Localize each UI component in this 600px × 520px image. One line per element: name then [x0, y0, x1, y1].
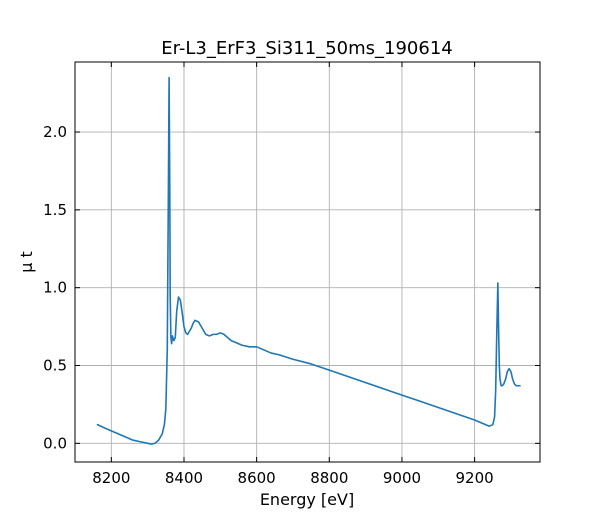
y-tick-label: 0.5 — [43, 357, 67, 375]
y-tick-label: 1.0 — [43, 279, 67, 297]
gridlines — [75, 62, 540, 462]
x-ticks: 8200 8400 8600 8800 9000 9200 — [92, 62, 494, 487]
x-tick-label: 8200 — [92, 469, 130, 487]
x-tick-label: 8400 — [165, 469, 203, 487]
x-tick-label: 9200 — [456, 469, 494, 487]
x-tick-label: 8600 — [238, 469, 276, 487]
y-tick-label: 1.5 — [43, 201, 67, 219]
plot-frame — [74, 61, 541, 463]
plot-area — [96, 76, 521, 445]
y-ticks: 0.0 0.5 1.0 1.5 2.0 — [43, 123, 540, 452]
y-tick-label: 2.0 — [43, 123, 67, 141]
y-axis-label: μ t — [17, 251, 36, 273]
y-tick-label: 0.0 — [43, 434, 67, 452]
chart-title: Er-L3_ErF3_Si311_50ms_190614 — [161, 38, 453, 59]
x-tick-label: 8800 — [310, 469, 348, 487]
x-tick-label: 9000 — [383, 469, 421, 487]
x-axis-label: Energy [eV] — [260, 490, 354, 509]
series-line — [96, 76, 521, 445]
